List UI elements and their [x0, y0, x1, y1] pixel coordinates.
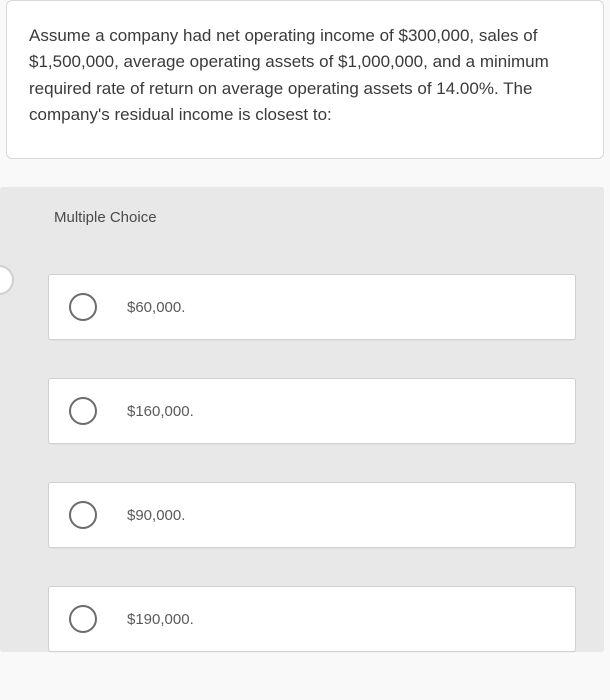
option-label: $90,000.	[127, 507, 185, 524]
mc-heading: Multiple Choice	[48, 209, 576, 226]
option-3[interactable]: $90,000.	[48, 482, 576, 548]
option-label: $160,000.	[127, 403, 194, 420]
option-label: $60,000.	[127, 299, 185, 316]
option-1[interactable]: $60,000.	[48, 274, 576, 340]
radio-icon	[69, 501, 97, 529]
question-text: Assume a company had net operating incom…	[29, 23, 581, 128]
radio-icon	[69, 605, 97, 633]
option-2[interactable]: $160,000.	[48, 378, 576, 444]
multiple-choice-block: Multiple Choice $60,000. $160,000. $90,0…	[0, 187, 604, 652]
option-4[interactable]: $190,000.	[48, 586, 576, 652]
option-label: $190,000.	[127, 611, 194, 628]
radio-icon	[69, 293, 97, 321]
radio-icon	[69, 397, 97, 425]
question-card: Assume a company had net operating incom…	[6, 0, 604, 159]
